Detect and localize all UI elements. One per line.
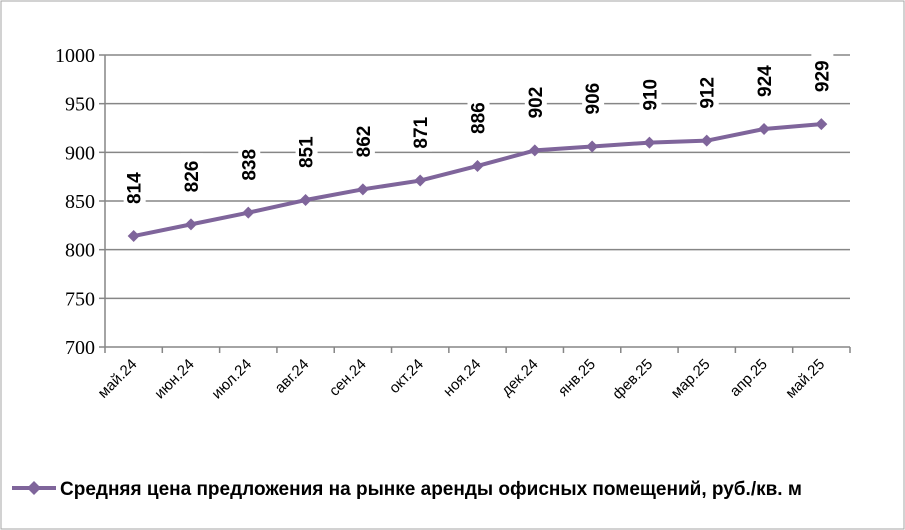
data-label-group: 871 (410, 109, 433, 152)
data-label-background (180, 153, 203, 196)
data-label-background (123, 165, 146, 208)
legend: Средняя цена предложения на рынке аренды… (12, 479, 802, 500)
data-point-marker (586, 140, 599, 153)
data-label: 886 (469, 102, 490, 134)
data-label-background (582, 75, 605, 118)
y-tick-label: 1000 (55, 45, 95, 67)
data-label-group: 929 (811, 53, 834, 96)
y-tick-label: 700 (65, 337, 95, 359)
y-tick-label: 850 (65, 191, 95, 213)
legend-series-name: Средняя цена предложения на рынке аренды… (60, 479, 802, 500)
data-label-group: 826 (180, 153, 203, 196)
data-label-group: 862 (352, 118, 375, 161)
y-axis-tick-labels: 700 750 800 850 900 950 1000 (55, 45, 95, 359)
data-label-group: 814 (123, 165, 146, 208)
data-label: 906 (583, 83, 604, 115)
data-label: 851 (297, 136, 318, 168)
data-label: 910 (640, 79, 661, 111)
data-point-marker (299, 194, 312, 207)
data-point-marker (127, 230, 140, 243)
data-label-background (524, 79, 547, 122)
data-label: 924 (755, 65, 776, 97)
data-point-marker (528, 144, 541, 157)
data-label-background (352, 118, 375, 161)
data-label: 929 (812, 60, 833, 92)
data-label-background (696, 69, 719, 112)
data-label-background (295, 129, 318, 172)
data-label: 814 (125, 172, 146, 204)
data-label-background (754, 57, 777, 100)
data-point-marker (700, 134, 713, 147)
legend-marker-icon (27, 481, 41, 495)
data-label-group: 838 (238, 141, 261, 184)
series-line-layer (127, 118, 828, 243)
data-label-group: 886 (467, 94, 490, 137)
data-label: 871 (411, 116, 432, 148)
data-label: 862 (354, 126, 375, 158)
data-point-marker (184, 218, 197, 231)
data-label: 902 (526, 87, 547, 119)
data-label-group: 910 (639, 71, 662, 114)
data-label-background (467, 94, 490, 137)
data-point-marker (356, 183, 369, 196)
data-labels: 814 826 838 851 862 871 886 902 906 910 912 924 929 (123, 53, 834, 208)
y-tick-label: 750 (65, 288, 95, 310)
data-point-marker (414, 174, 427, 187)
data-point-marker (242, 206, 255, 219)
data-point-marker (815, 118, 828, 131)
data-point-marker (643, 136, 656, 149)
data-point-marker (758, 122, 771, 135)
y-tick-label: 950 (65, 94, 95, 116)
data-label-group: 924 (754, 57, 777, 100)
data-label-background (410, 109, 433, 152)
data-label-group: 902 (524, 79, 547, 122)
data-point-marker (471, 159, 484, 172)
data-label-background (811, 53, 834, 96)
axes (99, 54, 851, 353)
data-label: 912 (698, 77, 719, 109)
data-label-group: 906 (582, 75, 605, 118)
data-label-group: 851 (295, 129, 318, 172)
data-label-group: 912 (696, 69, 719, 112)
data-label-background (238, 141, 261, 184)
data-label-background (639, 71, 662, 114)
data-label: 826 (182, 161, 203, 193)
y-tick-label: 800 (65, 240, 95, 262)
data-label: 838 (239, 149, 260, 181)
y-tick-label: 900 (65, 142, 95, 164)
